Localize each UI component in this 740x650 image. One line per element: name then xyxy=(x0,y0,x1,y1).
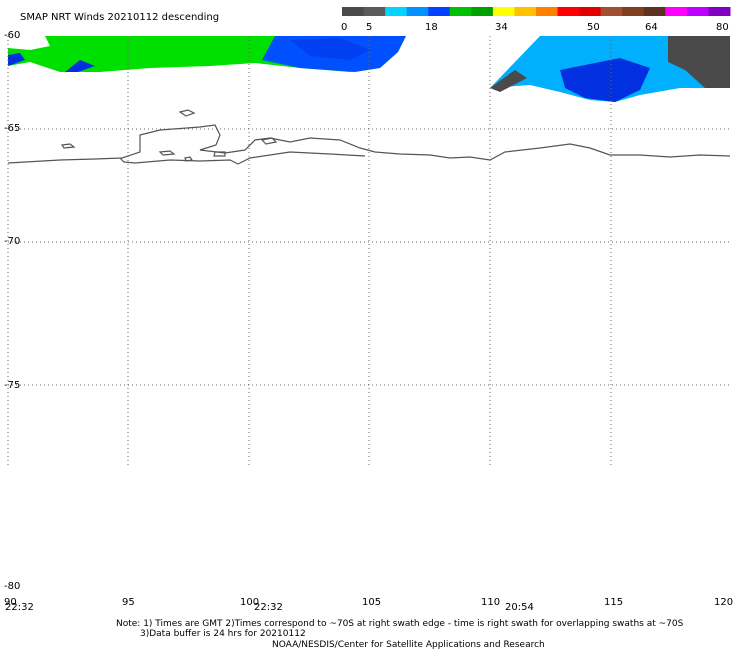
longitude-label: 95 xyxy=(122,597,135,608)
colorbar-segment xyxy=(708,7,731,16)
colorbar-segment xyxy=(385,7,408,16)
longitude-label: 110 xyxy=(481,597,500,608)
colorbar-segment xyxy=(342,7,365,16)
colorbar-label: 50 xyxy=(587,22,600,33)
colorbar-label: 34 xyxy=(495,22,508,33)
antarctic-coastline xyxy=(7,109,731,165)
longitude-label: 90 xyxy=(4,597,17,608)
latitude-labels: -60 -65 -70 -75 -80 xyxy=(4,30,20,592)
colorbar-segment xyxy=(449,7,472,16)
colorbar-segment xyxy=(363,7,386,16)
swath-time-label: 22:32 xyxy=(5,602,34,613)
colorbar-label: 18 xyxy=(425,22,438,33)
colorbar-segment xyxy=(557,7,580,16)
colorbar-segment xyxy=(600,7,623,16)
swath-time-labels: 22:32 22:32 20:54 xyxy=(5,602,534,613)
colorbar-label: 5 xyxy=(366,22,372,33)
longitude-label: 105 xyxy=(362,597,381,608)
latitude-label: -60 xyxy=(4,30,20,41)
wind-swath-left xyxy=(8,36,406,72)
graticule xyxy=(7,36,730,465)
note-line-2: 3)Data buffer is 24 hrs for 20210112 xyxy=(140,629,306,639)
colorbar-segment xyxy=(665,7,688,16)
colorbar-label: 80 xyxy=(716,22,729,33)
map-title: SMAP NRT Winds 20210112 descending xyxy=(20,12,219,23)
longitude-label: 100 xyxy=(240,597,259,608)
colorbar-segment xyxy=(471,7,494,16)
colorbar-segment xyxy=(686,7,709,16)
colorbar-segment xyxy=(579,7,602,16)
longitude-label: 115 xyxy=(604,597,623,608)
longitude-labels: 90 95 100 105 110 115 120 xyxy=(4,597,733,608)
wind-speed-colorbar xyxy=(342,7,731,16)
swath-time-label: 22:32 xyxy=(254,602,283,613)
colorbar-segment xyxy=(536,7,559,16)
colorbar-label: 64 xyxy=(645,22,658,33)
colorbar-labels: 0 5 18 34 50 64 80 xyxy=(341,22,729,33)
wind-swath-right xyxy=(490,36,730,102)
latitude-label: -65 xyxy=(4,123,20,134)
latitude-label: -70 xyxy=(4,236,20,247)
latitude-label: -80 xyxy=(4,581,20,592)
colorbar-segment xyxy=(514,7,537,16)
longitude-label: 120 xyxy=(714,597,733,608)
colorbar-segment xyxy=(406,7,429,16)
colorbar-segment xyxy=(428,7,451,16)
colorbar-segment xyxy=(622,7,645,16)
colorbar-segment xyxy=(492,7,515,16)
colorbar-segment xyxy=(643,7,666,16)
latitude-label: -75 xyxy=(4,380,20,391)
swath-time-label: 20:54 xyxy=(505,602,534,613)
note-line-1: Note: 1) Times are GMT 2)Times correspon… xyxy=(116,619,684,629)
credit-line: NOAA/NESDIS/Center for Satellite Applica… xyxy=(272,640,545,650)
colorbar-label: 0 xyxy=(341,22,347,33)
